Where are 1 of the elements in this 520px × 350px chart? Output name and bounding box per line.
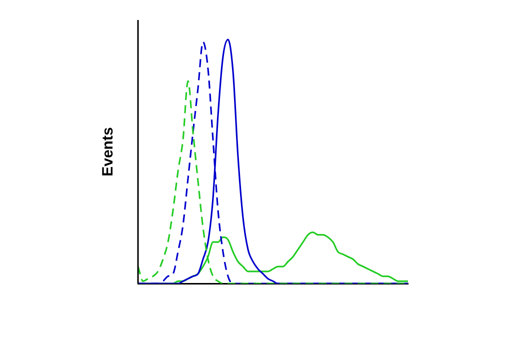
y-axis-title: Events xyxy=(100,127,117,176)
